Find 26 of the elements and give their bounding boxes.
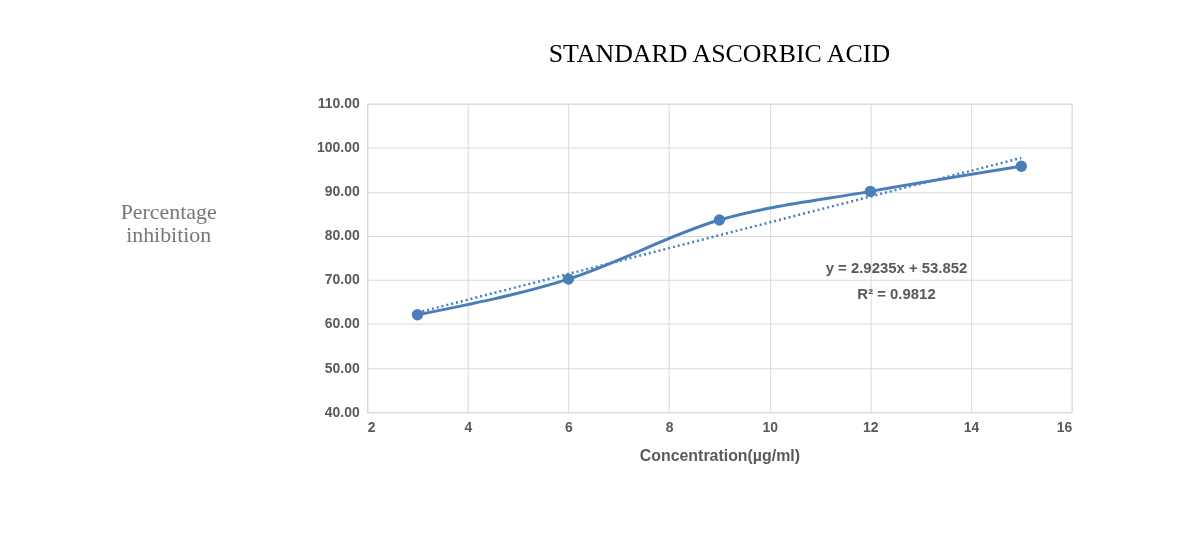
- y-tick-label: 100.00: [317, 139, 360, 156]
- y-tick-label: 110.00: [317, 95, 360, 112]
- annotation: R² = 0.9812: [857, 284, 936, 302]
- x-tick-label: 4: [464, 418, 473, 435]
- point: [864, 185, 877, 198]
- point: [562, 273, 575, 285]
- x-tick-label: 10: [762, 418, 779, 435]
- y-tick-label: 80.00: [324, 227, 360, 244]
- y-tick-label: 40.00: [324, 403, 360, 420]
- y-tick-label: 60.00: [324, 315, 360, 332]
- y-tick-label: 50.00: [324, 359, 360, 376]
- point: [1015, 160, 1027, 172]
- point: [411, 309, 424, 321]
- point: [713, 214, 726, 226]
- x-tick-label: 2: [367, 418, 376, 435]
- annotation: y = 2.9235x + 53.852: [825, 258, 968, 276]
- y-axis-title: Percentage inhibition: [120, 198, 217, 248]
- x-tick-label: 8: [665, 418, 674, 435]
- x-tick-label: 14: [963, 418, 980, 435]
- x-axis-title: Concentration(µg/ml): [639, 447, 801, 465]
- x-tick-label: 12: [863, 418, 879, 435]
- chart-title: STANDARD ASCORBIC ACID: [548, 38, 891, 68]
- y-tick-label: 70.00: [324, 271, 360, 288]
- x-tick-label: 6: [565, 418, 574, 435]
- x-tick-label: 16: [1056, 418, 1073, 435]
- y-tick-label: 90.00: [324, 183, 360, 200]
